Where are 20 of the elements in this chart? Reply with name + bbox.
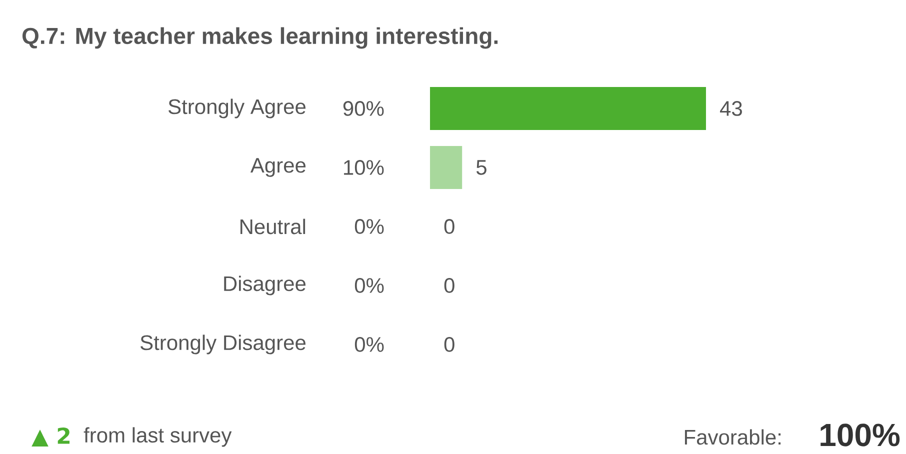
y-tick-label: Neutral xyxy=(240,218,306,234)
y-tick-label: Disagree xyxy=(224,276,306,296)
text: 10% xyxy=(344,160,384,175)
text: Favorable: xyxy=(684,429,781,445)
y-tick-label: Strongly Disagree xyxy=(140,334,306,354)
text: 0% xyxy=(354,278,384,293)
text: ▲ 2 xyxy=(32,427,70,447)
text: 90% xyxy=(343,101,384,116)
text: 100% xyxy=(820,424,900,446)
data-label: 43 xyxy=(720,101,742,116)
y-tick-label: Strongly Agree xyxy=(168,98,306,118)
y-tick-label: Agree xyxy=(250,158,306,177)
text: 0% xyxy=(354,219,384,234)
data-label: 0 xyxy=(444,219,454,234)
text: 0% xyxy=(354,337,384,352)
data-label: 0 xyxy=(444,278,454,293)
data-label: 0 xyxy=(444,337,454,352)
chart-title: Q.7: My teacher makes learning interesting. xyxy=(22,27,498,49)
text: from last survey xyxy=(84,427,232,447)
data-label: 5 xyxy=(476,160,486,175)
